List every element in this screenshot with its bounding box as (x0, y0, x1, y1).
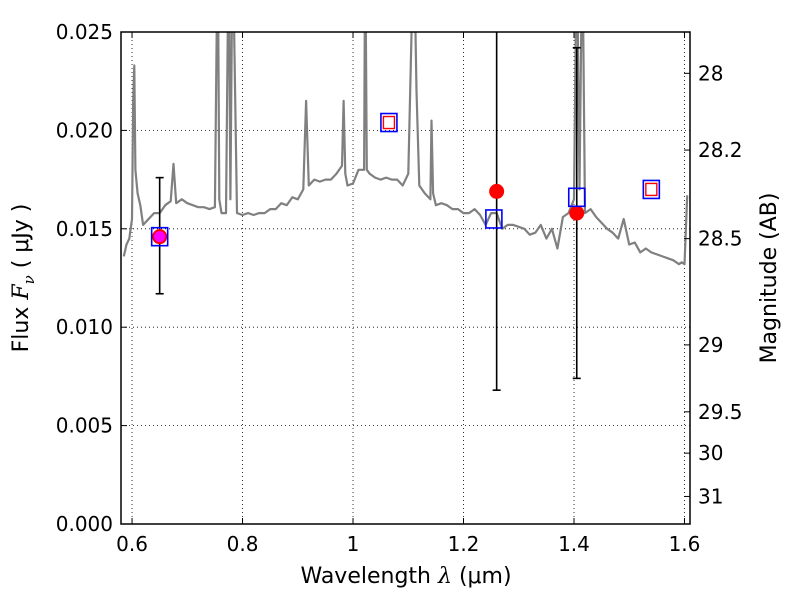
y2-tick-label: 28.2 (698, 138, 743, 162)
y2-tick-label: 30 (698, 441, 723, 465)
data-point-small-square (382, 115, 396, 130)
y-tick-label: 0.025 (56, 20, 113, 44)
y2-axis-title: Magnitude (AB) (757, 193, 782, 364)
data-point-circle (489, 183, 505, 199)
y-tick-label: 0.005 (56, 414, 113, 438)
plot-frame (120, 31, 691, 525)
y2-tick-label: 29 (698, 333, 723, 357)
x-tick-label: 1 (347, 532, 360, 556)
y-axis-title: Flux Fν ( μJy ) (9, 204, 38, 353)
data-point-circle (569, 205, 585, 221)
tick-labels: 0.6 0.8 1 1.2 1.4 1.6 0.000 0.005 0.010 0.015 0.02… (56, 20, 743, 556)
y-tick-label: 0.010 (56, 315, 113, 339)
y2-tick-label: 29.5 (698, 400, 743, 424)
x-tick-label: 1.4 (558, 532, 590, 556)
x-tick-label: 1.6 (669, 532, 701, 556)
y-tick-label: 0.015 (56, 217, 113, 241)
data-point-small-circle (154, 231, 166, 243)
x-tick-label: 1.2 (448, 532, 480, 556)
data-point-square (380, 112, 398, 133)
y-tick-label: 0.020 (56, 118, 113, 142)
data-point-square (642, 179, 661, 200)
marker-layer (150, 112, 661, 247)
data-point-small-square (645, 182, 658, 197)
data-point-square (567, 187, 586, 208)
y2-tick-label: 28.5 (698, 227, 743, 251)
y-tick-label: 0.000 (56, 512, 113, 536)
grid (121, 31, 690, 525)
spectrum-line (122, 32, 689, 266)
spectrum-layer (122, 32, 689, 266)
y2-tick-label: 28 (698, 61, 723, 85)
x-tick-label: 0.6 (116, 532, 148, 556)
data-point-square (485, 209, 503, 229)
x-tick-label: 0.8 (227, 532, 259, 556)
x-axis-title: Wavelength λ (μm) (300, 564, 511, 589)
data-point-square (150, 226, 169, 247)
y2-tick-label: 31 (698, 484, 723, 508)
ticks (121, 31, 690, 525)
